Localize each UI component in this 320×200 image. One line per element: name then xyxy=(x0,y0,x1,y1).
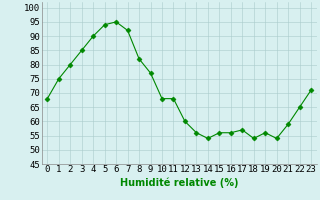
X-axis label: Humidité relative (%): Humidité relative (%) xyxy=(120,177,238,188)
